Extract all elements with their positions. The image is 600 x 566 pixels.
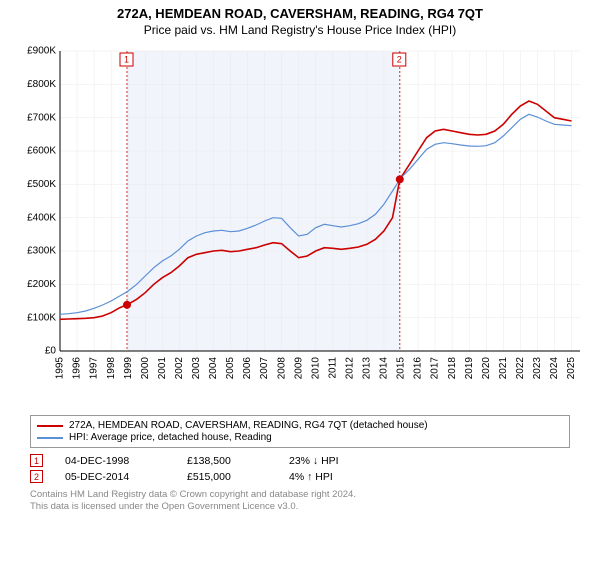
svg-text:2000: 2000 (140, 357, 151, 380)
svg-text:£200K: £200K (27, 279, 56, 290)
event-date: 05-DEC-2014 (65, 471, 165, 483)
svg-text:1996: 1996 (72, 357, 83, 380)
svg-text:2024: 2024 (549, 357, 560, 380)
event-marker: 2 (30, 470, 43, 483)
legend-swatch (37, 425, 63, 427)
svg-text:2022: 2022 (515, 357, 526, 380)
svg-text:2025: 2025 (566, 357, 577, 380)
svg-text:£400K: £400K (27, 212, 56, 223)
event-date: 04-DEC-1998 (65, 455, 165, 467)
svg-text:£600K: £600K (27, 146, 56, 157)
svg-text:2009: 2009 (293, 357, 304, 380)
svg-text:2017: 2017 (430, 357, 441, 380)
svg-text:2: 2 (397, 54, 402, 64)
svg-text:2011: 2011 (327, 357, 338, 379)
svg-text:£100K: £100K (27, 312, 56, 323)
event-row: 2 05-DEC-2014 £515,000 4% ↑ HPI (30, 470, 570, 483)
svg-text:2023: 2023 (532, 357, 543, 380)
svg-text:1999: 1999 (123, 357, 134, 380)
chart-container: { "title": "272A, HEMDEAN ROAD, CAVERSHA… (0, 6, 600, 566)
svg-text:2020: 2020 (481, 357, 492, 380)
svg-text:2002: 2002 (174, 357, 185, 380)
svg-text:£300K: £300K (27, 246, 56, 257)
svg-text:2007: 2007 (259, 357, 270, 380)
chart-area: £0 £100K £200K £300K £400K £500K £600K £700K £80… (10, 41, 590, 411)
svg-text:£900K: £900K (27, 46, 56, 57)
svg-text:1997: 1997 (89, 357, 100, 380)
svg-text:£700K: £700K (27, 112, 56, 123)
svg-text:1: 1 (124, 54, 129, 64)
event-diff: 23% ↓ HPI (289, 455, 369, 467)
events-table: 1 04-DEC-1998 £138,500 23% ↓ HPI 2 05-DEC-201… (30, 454, 570, 483)
chart-title: 272A, HEMDEAN ROAD, CAVERSHAM, READING, … (0, 6, 600, 21)
svg-text:2010: 2010 (310, 357, 321, 380)
event-marker: 1 (30, 454, 43, 467)
svg-text:2018: 2018 (447, 357, 458, 380)
svg-text:1998: 1998 (106, 357, 117, 380)
svg-text:2014: 2014 (379, 357, 390, 380)
event-row: 1 04-DEC-1998 £138,500 23% ↓ HPI (30, 454, 570, 467)
svg-text:2015: 2015 (396, 357, 407, 380)
svg-text:2008: 2008 (276, 357, 287, 380)
event-diff: 4% ↑ HPI (289, 471, 369, 483)
svg-text:2012: 2012 (344, 357, 355, 380)
svg-text:2001: 2001 (157, 357, 168, 380)
chart-svg: £0 £100K £200K £300K £400K £500K £600K £700K £80… (10, 41, 590, 411)
legend-item: 272A, HEMDEAN ROAD, CAVERSHAM, READING, … (37, 420, 563, 431)
svg-text:2005: 2005 (225, 357, 236, 380)
svg-text:2013: 2013 (362, 357, 373, 380)
legend-item: HPI: Average price, detached house, Read… (37, 432, 563, 443)
footer-line-2: This data is licensed under the Open Gov… (30, 501, 570, 513)
svg-text:1995: 1995 (55, 357, 66, 380)
legend-label: 272A, HEMDEAN ROAD, CAVERSHAM, READING, … (69, 420, 428, 431)
legend: 272A, HEMDEAN ROAD, CAVERSHAM, READING, … (30, 415, 570, 448)
legend-swatch (37, 437, 63, 439)
svg-text:2004: 2004 (208, 357, 219, 380)
event-price: £138,500 (187, 455, 267, 467)
svg-text:2006: 2006 (242, 357, 253, 380)
svg-text:2021: 2021 (498, 357, 509, 380)
svg-text:2016: 2016 (413, 357, 424, 380)
svg-text:2019: 2019 (464, 357, 475, 380)
footer-line-1: Contains HM Land Registry data © Crown c… (30, 489, 570, 501)
svg-text:£0: £0 (45, 346, 57, 357)
legend-label: HPI: Average price, detached house, Read… (69, 432, 272, 443)
chart-subtitle: Price paid vs. HM Land Registry's House … (0, 23, 600, 37)
event-price: £515,000 (187, 471, 267, 483)
svg-text:2003: 2003 (191, 357, 202, 380)
svg-text:£800K: £800K (27, 79, 56, 90)
footer: Contains HM Land Registry data © Crown c… (30, 489, 570, 514)
svg-text:£500K: £500K (27, 179, 56, 190)
